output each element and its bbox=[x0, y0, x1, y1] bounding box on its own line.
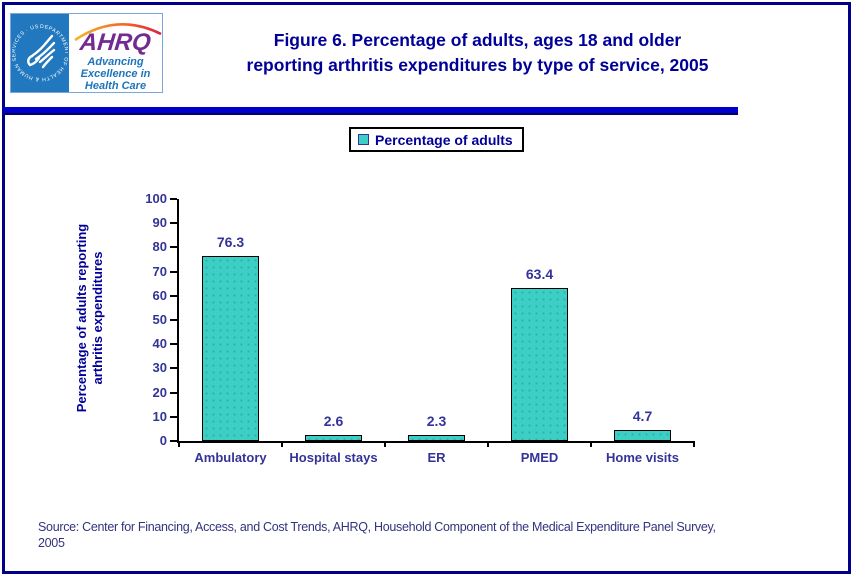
figure-title-line1: Figure 6. Percentage of adults, ages 18 … bbox=[273, 30, 682, 50]
y-tick-label: 50 bbox=[152, 312, 167, 327]
agency-logo-block: DEPARTMENT OF HEALTH & HUMAN SERVICES · … bbox=[10, 13, 163, 93]
ahrq-logo: AHRQ Advancing Excellence in Health Care bbox=[69, 14, 162, 92]
x-category-label: Ambulatory bbox=[194, 450, 267, 465]
figure-title-line2: reporting arthritis expenditures by type… bbox=[246, 55, 709, 75]
x-tick-mark bbox=[590, 441, 592, 447]
y-tick-mark bbox=[170, 246, 177, 249]
y-tick-label: 80 bbox=[152, 239, 167, 255]
figure-title: Figure 6. Percentage of adults, ages 18 … bbox=[162, 28, 793, 78]
bar bbox=[202, 256, 259, 441]
y-tick-label: 60 bbox=[152, 287, 167, 303]
plot-area: 0 10 20 30 40 50 60 70 80 90 100 76.3 Ambulatory 2.6 H… bbox=[145, 191, 695, 465]
bar-value-label: 76.3 bbox=[216, 234, 245, 251]
y-tick-mark bbox=[170, 440, 177, 442]
legend-label: Percentage of adults bbox=[375, 131, 513, 148]
x-tick-mark bbox=[178, 441, 180, 447]
y-tick-label: 40 bbox=[152, 336, 167, 352]
bar bbox=[408, 435, 465, 441]
ahrq-arc-icon bbox=[74, 23, 162, 42]
ahrq-wordmark: AHRQ bbox=[78, 29, 153, 56]
y-tick-label: 10 bbox=[152, 408, 167, 424]
legend-swatch bbox=[358, 134, 369, 145]
y-tick-mark bbox=[170, 367, 177, 370]
y-tick-label: 30 bbox=[152, 360, 167, 376]
bar-value-label: 2.6 bbox=[323, 412, 344, 429]
bar bbox=[614, 429, 671, 441]
y-tick-label: 0 bbox=[159, 433, 167, 448]
x-tick-mark bbox=[693, 441, 695, 447]
x-tick-mark bbox=[384, 441, 386, 447]
y-axis-title: Percentage of adults reporting arthritis… bbox=[74, 223, 105, 413]
x-category-label: Home visits bbox=[606, 450, 679, 465]
bar-value-label: 2.3 bbox=[426, 413, 447, 430]
hhs-logo: DEPARTMENT OF HEALTH & HUMAN SERVICES · … bbox=[11, 14, 69, 92]
bar bbox=[511, 287, 568, 441]
bar-value-label: 63.4 bbox=[525, 265, 554, 282]
y-tick-mark bbox=[170, 198, 177, 200]
y-tick-label: 20 bbox=[152, 384, 167, 400]
source-note: Source: Center for Financing, Access, an… bbox=[38, 519, 823, 551]
y-tick-label: 70 bbox=[152, 263, 167, 279]
y-tick-mark bbox=[170, 343, 177, 346]
header-rule bbox=[4, 107, 738, 115]
x-category-label: Hospital stays bbox=[289, 450, 378, 465]
hhs-eagle-icon: DEPARTMENT OF HEALTH & HUMAN SERVICES · … bbox=[12, 16, 68, 82]
chart-legend: Percentage of adults bbox=[349, 127, 524, 152]
y-tick-label: 90 bbox=[152, 215, 167, 231]
y-tick-mark bbox=[170, 294, 177, 297]
x-category-label: ER bbox=[427, 450, 446, 465]
x-category-label: PMED bbox=[520, 450, 559, 465]
source-line1: Source: Center for Financing, Access, an… bbox=[38, 520, 716, 534]
x-tick-mark bbox=[281, 441, 283, 447]
y-tick-label: 100 bbox=[145, 191, 167, 206]
y-tick-mark bbox=[170, 391, 177, 394]
source-line2: 2005 bbox=[38, 536, 65, 550]
y-tick-mark bbox=[170, 222, 177, 225]
ahrq-tagline: Advancing Excellence in Health Care bbox=[80, 56, 151, 92]
y-tick-mark bbox=[170, 319, 177, 321]
y-tick-mark bbox=[170, 270, 177, 273]
x-tick-mark bbox=[487, 441, 489, 447]
y-tick-mark bbox=[170, 415, 177, 418]
bar-value-label: 4.7 bbox=[632, 407, 653, 424]
bar bbox=[305, 434, 362, 441]
